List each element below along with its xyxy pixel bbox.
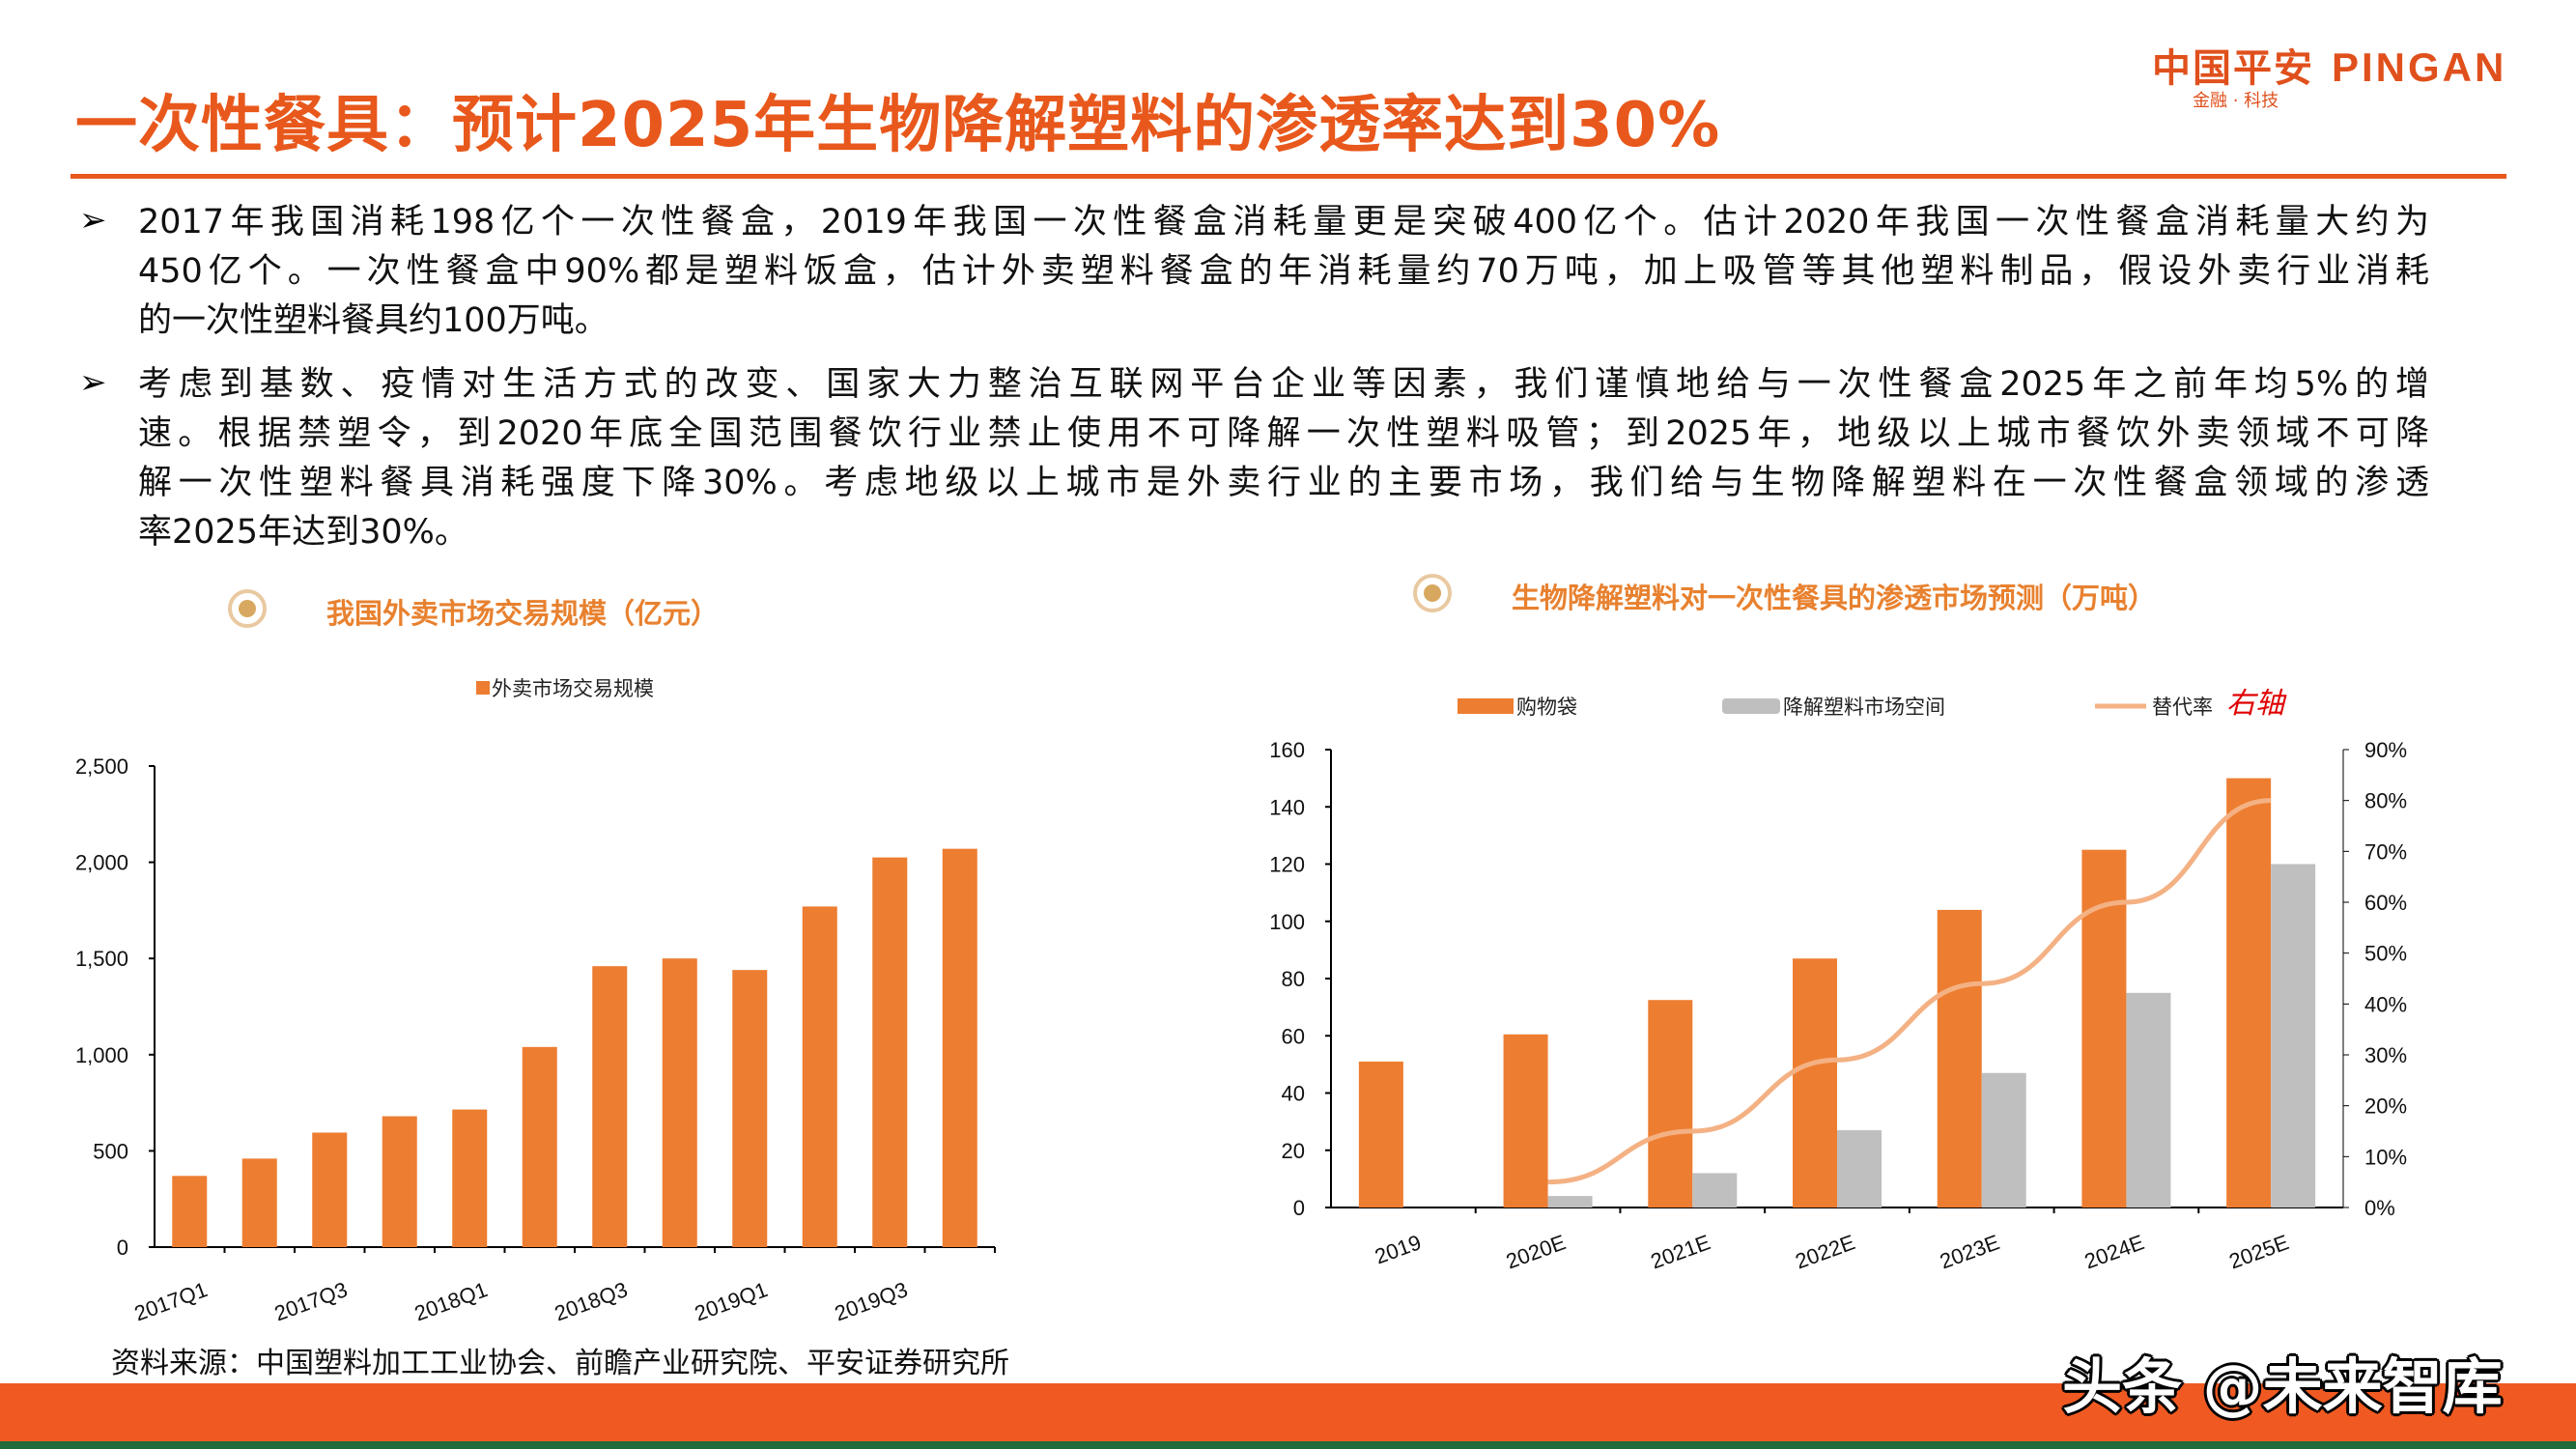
- bar-2019Q3: [872, 857, 908, 1247]
- bar-2018Q3: [592, 966, 628, 1247]
- paragraph-line: 解一次性塑料餐具消耗强度下降30%。考虑地级以上城市是外卖行业的主要市场，我们给…: [138, 464, 2429, 502]
- y2-tick-label: 30%: [2364, 1043, 2407, 1067]
- paragraph-line: 考虑到基数、疫情对生活方式的改变、国家大力整治互联网平台企业等因素，我们谨慎地给…: [138, 365, 2429, 404]
- bar-degradable-2024E: [2126, 992, 2171, 1208]
- arrow-bullet-icon: ➢: [79, 201, 107, 240]
- y-tick-label: 100: [1269, 910, 1305, 934]
- left-chart-heading: 我国外卖市场交易规模（亿元）: [326, 597, 720, 630]
- y2-tick-label: 20%: [2364, 1094, 2407, 1119]
- y-tick-label: 160: [1269, 738, 1305, 762]
- y-tick-label: 140: [1269, 795, 1305, 819]
- y-tick-label: 0: [1293, 1196, 1305, 1220]
- bar-bags-2023E: [1937, 909, 1982, 1208]
- bar-bags-2021E: [1648, 1000, 1693, 1208]
- section-circle-icon: [228, 589, 267, 628]
- bar-2017Q1: [172, 1176, 208, 1247]
- y2-tick-label: 60%: [2364, 891, 2407, 915]
- legend-label-rate: 替代率: [2152, 696, 2213, 719]
- bar-degradable-2023E: [1981, 1072, 2026, 1208]
- legend-label-degradable: 降解塑料市场空间: [1783, 696, 1945, 719]
- section-circle-icon: [1413, 574, 1452, 612]
- paragraph-line: 速。根据禁塑令，到2020年底全国范围餐饮行业禁止使用不可降解一次性塑料吸管；到…: [138, 414, 2429, 453]
- bar-degradable-2022E: [1837, 1130, 1882, 1208]
- right-axis-note: 右轴: [2226, 688, 2287, 720]
- paragraph-line: 率2025年达到30%。: [138, 513, 468, 552]
- bar-2017Q4: [382, 1116, 417, 1247]
- paragraph-line: 2017年我国消耗198亿个一次性餐盒，2019年我国一次性餐盒消耗量更是突破4…: [138, 203, 2429, 242]
- footer-green-line: [0, 1441, 2576, 1449]
- bar-bags-2020E: [1503, 1034, 1548, 1208]
- x-tick-label: 2024E: [2081, 1230, 2147, 1273]
- y-tick-label: 120: [1269, 853, 1305, 877]
- y-tick-label: 20: [1282, 1139, 1305, 1163]
- title-divider: [71, 174, 2506, 179]
- logo-sub: 金融 · 科技: [2193, 91, 2279, 111]
- bar-2019Q4: [942, 848, 977, 1247]
- bar-2017Q3: [312, 1132, 348, 1247]
- x-tick-label: 2019: [1372, 1230, 1425, 1268]
- y-tick-label: 2,000: [75, 851, 128, 875]
- y-tick-label: 2,500: [75, 754, 128, 779]
- bullet-paragraph-2: 考虑到基数、疫情对生活方式的改变、国家大力整治互联网平台企业等因素，我们谨慎地给…: [138, 360, 2429, 557]
- bar-2018Q1: [452, 1109, 488, 1247]
- y2-tick-label: 50%: [2364, 942, 2407, 966]
- bar-2018Q2: [522, 1046, 557, 1247]
- right-chart-heading: 生物降解塑料对一次性餐具的渗透市场预测（万吨）: [1512, 582, 2157, 614]
- y2-tick-label: 90%: [2364, 738, 2407, 762]
- bar-2019Q1: [732, 970, 768, 1247]
- bar-bags-2022E: [1793, 958, 1837, 1208]
- bar-degradable-2020E: [1547, 1196, 1593, 1208]
- y-tick-label: 80: [1282, 967, 1305, 991]
- legend-label-bags: 购物袋: [1516, 696, 1577, 719]
- footer-bar: [0, 1383, 2576, 1441]
- bar-degradable-2025E: [2271, 864, 2316, 1208]
- bar-bags-2019: [1358, 1061, 1403, 1208]
- pingan-logo: 中国平安 PINGAN 金融 · 科技: [2152, 37, 2507, 111]
- watermark: 头条 @未来智库: [2062, 1351, 2503, 1422]
- y2-tick-label: 80%: [2364, 789, 2407, 813]
- logo-en: PINGAN: [2332, 44, 2507, 90]
- y-tick-label: 60: [1282, 1024, 1305, 1048]
- y2-tick-label: 70%: [2364, 839, 2407, 864]
- bar-bags-2025E: [2226, 778, 2272, 1208]
- arrow-bullet-icon: ➢: [79, 363, 107, 402]
- x-tick-label: 2021E: [1648, 1230, 1713, 1273]
- legend-swatch-degradable: [1722, 698, 1780, 714]
- bar-2018Q4: [662, 958, 697, 1247]
- paragraph-line: 450亿个。一次性餐盒中90%都是塑料饭盒，估计外卖塑料餐盒的年消耗量约70万吨…: [138, 252, 2429, 291]
- y-tick-label: 500: [93, 1139, 128, 1163]
- bar-degradable-2021E: [1692, 1173, 1738, 1208]
- y2-tick-label: 10%: [2364, 1145, 2407, 1169]
- x-tick-label: 2020E: [1503, 1230, 1569, 1273]
- y-tick-label: 0: [117, 1236, 128, 1260]
- x-tick-label: 2025E: [2226, 1230, 2292, 1273]
- bar-2019Q2: [802, 906, 837, 1247]
- x-tick-label: 2023E: [1937, 1230, 2002, 1273]
- bullet-paragraph-1: 2017年我国消耗198亿个一次性餐盒，2019年我国一次性餐盒消耗量更是突破4…: [138, 198, 2429, 346]
- source-note: 资料来源：中国塑料加工工业协会、前瞻产业研究院、平安证券研究所: [111, 1347, 1009, 1380]
- legend-swatch: [476, 681, 490, 695]
- logo-cn: 中国平安: [2152, 46, 2314, 91]
- y-tick-label: 40: [1282, 1082, 1305, 1106]
- y-tick-label: 1,000: [75, 1043, 128, 1067]
- y-tick-label: 1,500: [75, 947, 128, 971]
- page-title: 一次性餐具：预计2025年生物降解塑料的渗透率达到30%: [75, 90, 1721, 161]
- y2-tick-label: 40%: [2364, 992, 2407, 1016]
- x-tick-label: 2022E: [1792, 1230, 1857, 1273]
- paragraph-line: 的一次性塑料餐具约100万吨。: [138, 301, 609, 340]
- legend-label: 外卖市场交易规模: [492, 678, 654, 700]
- rate-line: [1547, 798, 2272, 1185]
- bar-2017Q2: [241, 1158, 277, 1247]
- y2-tick-label: 0%: [2364, 1196, 2395, 1220]
- legend-swatch-bags: [1458, 698, 1514, 714]
